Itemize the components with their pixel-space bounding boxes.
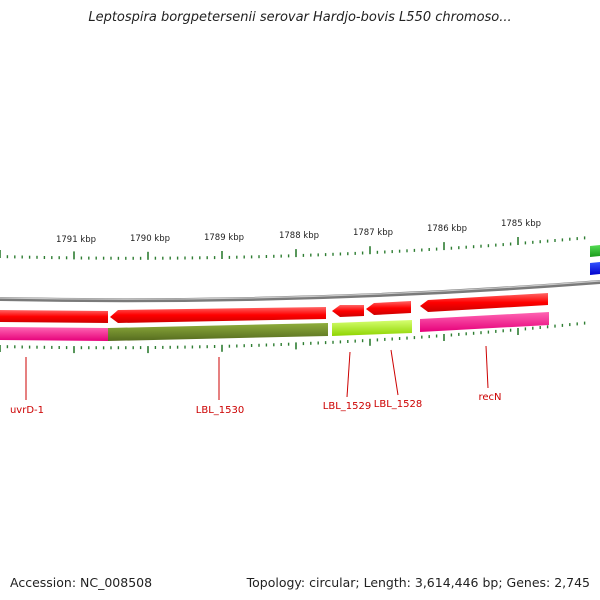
gene-label-uvrD-1: uvrD-1: [10, 405, 44, 416]
gene-label-LBL_1530: LBL_1530: [196, 405, 244, 416]
cds-uvrD-1: [0, 310, 108, 323]
feature-blue: [590, 262, 600, 275]
gene-label-LBL_1529: LBL_1529: [323, 401, 371, 412]
ruler-ticks-outer: [0, 236, 586, 260]
ruler-ticks-inner: [0, 321, 586, 354]
accession-text: Accession: NC_008508: [10, 575, 153, 590]
gene-labels: uvrD-1 LBL_1530 LBL_1529 LBL_1528 recN: [10, 392, 502, 416]
ruler-label: 1791 kbp: [56, 235, 96, 245]
cds-LBL_1530: [110, 307, 326, 323]
topology-text: Topology: circular; Length: 3,614,446 bp…: [246, 575, 590, 590]
genome-map: 1791 kbp 1790 kbp 1789 kbp 1788 kbp 1787…: [0, 219, 600, 416]
cds-LBL_1528: [366, 301, 411, 315]
ruler-label: 1790 kbp: [130, 234, 170, 244]
ruler-label: 1788 kbp: [279, 231, 319, 241]
cds-LBL_1529: [332, 305, 364, 317]
ruler-label: 1785 kbp: [501, 219, 541, 229]
genome-backbone: [0, 280, 600, 303]
feature-magenta-left: [0, 327, 108, 341]
ruler-label: 1787 kbp: [353, 228, 393, 238]
map-title: Leptospira borgpetersenii serovar Hardjo…: [88, 10, 512, 25]
feature-lime: [332, 320, 412, 336]
cds-track: [0, 293, 548, 323]
feature-olive: [108, 323, 328, 341]
ruler-label: 1786 kbp: [427, 224, 467, 234]
feature-magenta-right: [420, 312, 549, 332]
feature-green: [590, 245, 600, 257]
ruler-label: 1789 kbp: [204, 233, 244, 243]
ruler-labels: 1791 kbp 1790 kbp 1789 kbp 1788 kbp 1787…: [56, 219, 541, 245]
feature-track: [0, 312, 549, 341]
gene-label-recN: recN: [478, 392, 501, 403]
cds-recN: [420, 293, 548, 312]
gene-label-LBL_1528: LBL_1528: [374, 399, 422, 410]
gene-leaders: [25, 345, 489, 400]
